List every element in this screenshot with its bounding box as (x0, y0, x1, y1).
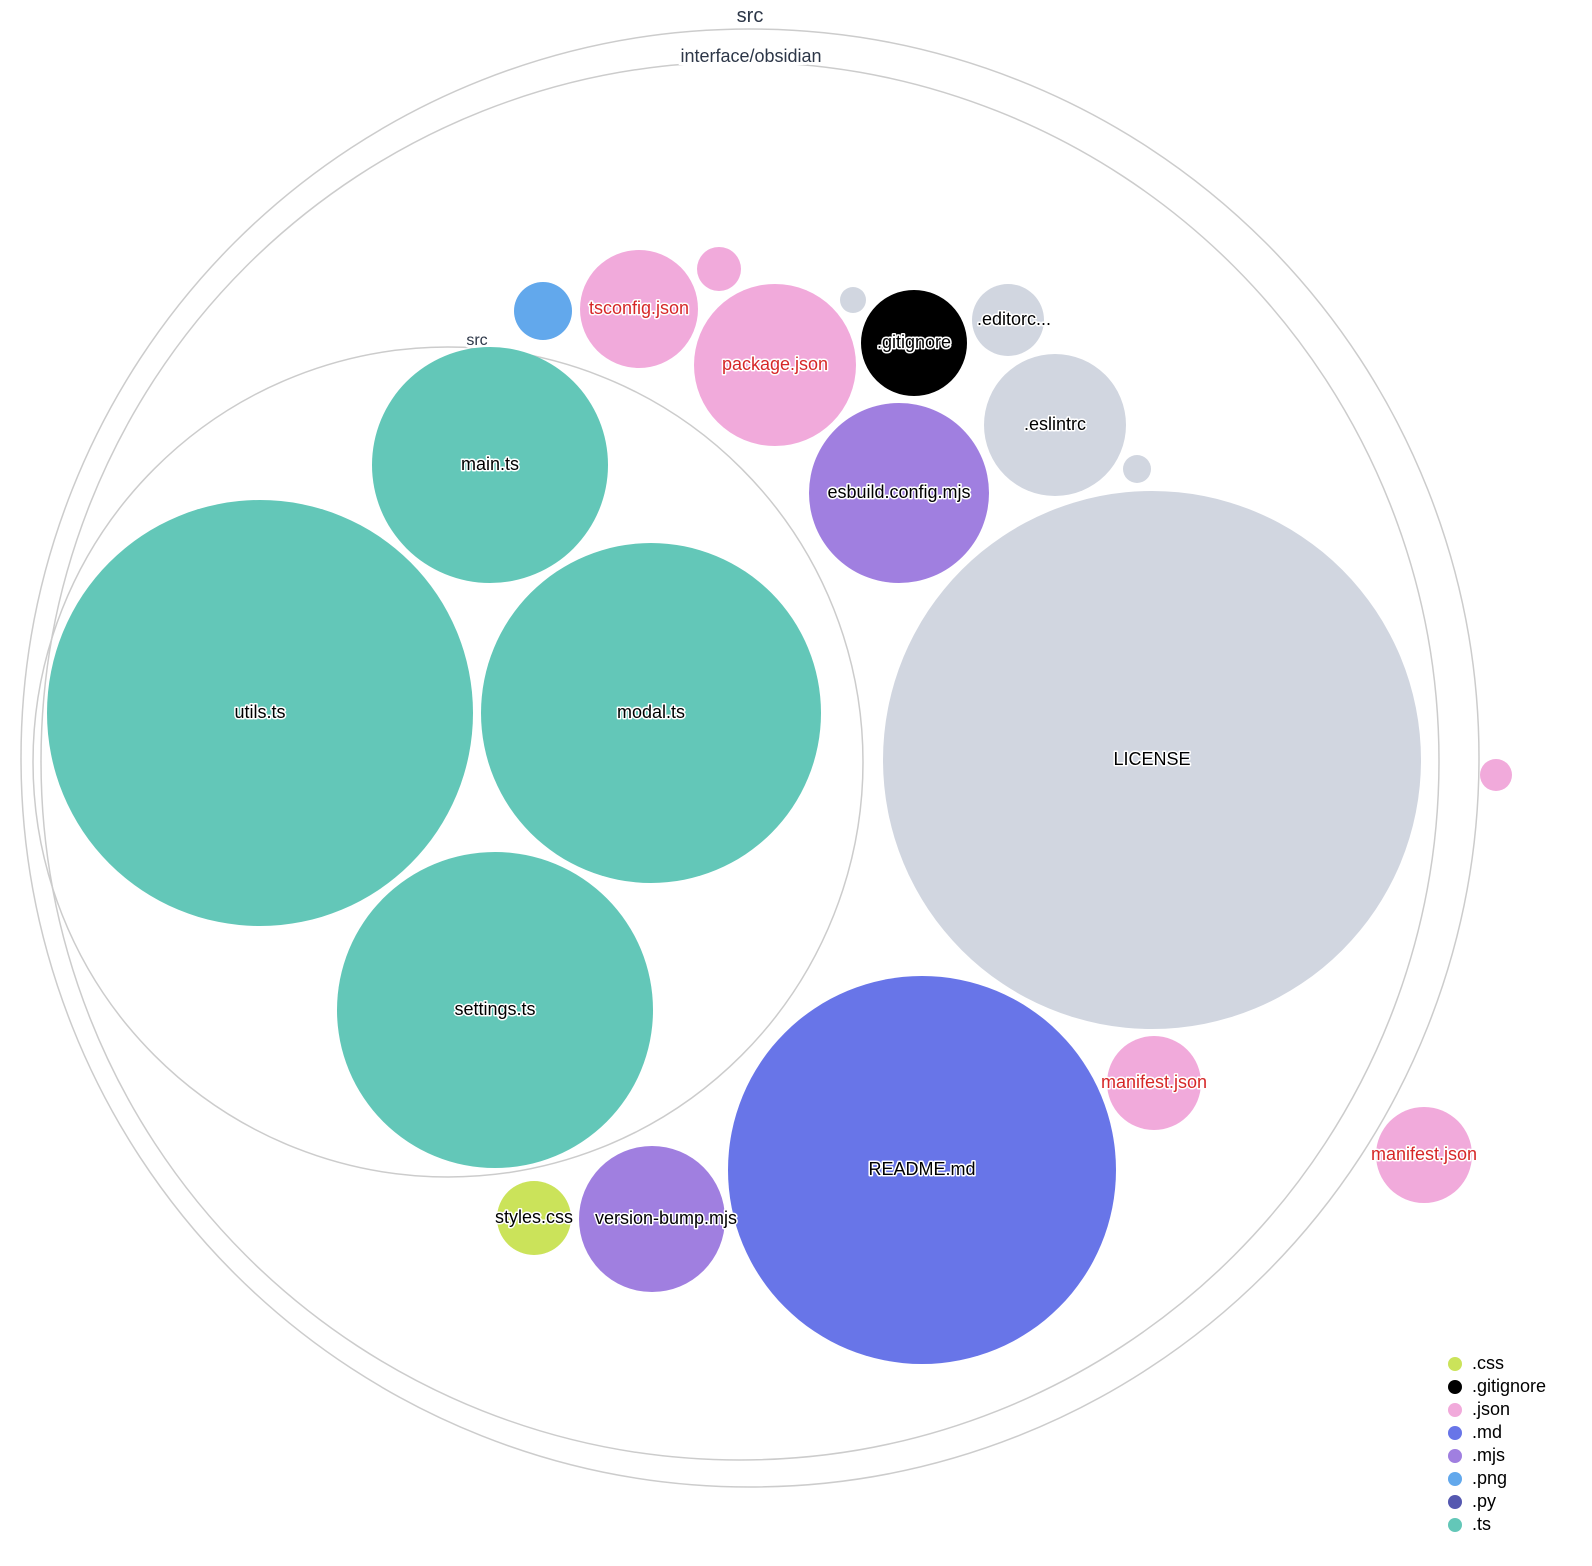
file-circle[interactable] (728, 976, 1116, 1364)
file-label: modal.ts (617, 702, 685, 722)
file-label: tsconfig.json (589, 298, 689, 318)
file-label: settings.ts (454, 999, 535, 1019)
legend-label: .json (1472, 1399, 1511, 1419)
file-label: .gitignore (877, 332, 951, 352)
legend-item: .css (1448, 1352, 1546, 1375)
file-label: version-bump.mjs (595, 1208, 737, 1228)
file-circle[interactable] (372, 347, 608, 583)
file-label: utils.ts (234, 702, 285, 722)
file-circle[interactable] (809, 403, 989, 583)
file-circle[interactable] (972, 284, 1044, 356)
file-circle[interactable] (514, 282, 572, 340)
legend-swatch (1448, 1471, 1462, 1486)
legend-label: .ts (1472, 1514, 1492, 1534)
file-circle[interactable] (694, 284, 856, 446)
file-circle[interactable] (861, 290, 967, 396)
file-label: package.json (722, 354, 828, 374)
file-label: .editorc... (977, 309, 1051, 329)
file-label: styles.css (495, 1207, 573, 1227)
file-circle[interactable] (481, 543, 821, 883)
file-circle[interactable] (579, 1146, 725, 1292)
legend-label: .css (1472, 1353, 1505, 1373)
file-label: LICENSE (1113, 749, 1190, 769)
legend-label: .png (1472, 1468, 1508, 1488)
legend-item: .mjs (1448, 1444, 1546, 1467)
file-circle[interactable] (1376, 1107, 1472, 1203)
file-label: manifest.json (1371, 1144, 1477, 1164)
folder-circle[interactable] (32, 346, 864, 1178)
folder-label: interface/obsidian (680, 46, 821, 66)
file-circle[interactable] (1107, 1036, 1201, 1130)
legend-label: .mjs (1472, 1445, 1505, 1465)
file-circle[interactable] (580, 250, 698, 368)
file-label: README.md (868, 1159, 975, 1179)
file-label: esbuild.config.mjs (827, 482, 970, 502)
folder-circle[interactable] (40, 61, 1440, 1461)
legend: .css .gitignore .json .md .mjs .png .py … (1448, 1352, 1546, 1536)
legend-swatch (1448, 1494, 1462, 1509)
legend-swatch (1448, 1379, 1462, 1394)
legend-swatch (1448, 1448, 1462, 1463)
legend-item: .py (1448, 1490, 1546, 1513)
legend-item: .png (1448, 1467, 1546, 1490)
legend-label: .py (1472, 1491, 1497, 1511)
file-circle[interactable] (497, 1181, 571, 1255)
legend-swatch (1448, 1356, 1462, 1371)
legend-swatch (1448, 1425, 1462, 1440)
legend-item: .gitignore (1448, 1375, 1546, 1398)
folder-label: src (466, 332, 487, 349)
legend-item: .md (1448, 1421, 1546, 1444)
file-circle[interactable] (697, 247, 741, 291)
folder-circle[interactable] (20, 28, 1480, 1488)
file-circle[interactable] (840, 287, 866, 313)
file-label: .eslintrc (1024, 414, 1086, 434)
file-circle[interactable] (883, 491, 1421, 1029)
file-circle[interactable] (47, 500, 473, 926)
file-circle[interactable] (984, 354, 1126, 496)
legend-swatch (1448, 1517, 1462, 1532)
legend-swatch (1448, 1402, 1462, 1417)
legend-item: .json (1448, 1398, 1546, 1421)
file-circle[interactable] (1480, 759, 1512, 791)
file-circle[interactable] (337, 852, 653, 1168)
file-label: manifest.json (1101, 1072, 1207, 1092)
file-circle[interactable] (1123, 455, 1151, 483)
legend-item: .ts (1448, 1513, 1546, 1536)
folder-label: src (737, 5, 764, 27)
file-label: main.ts (461, 454, 519, 474)
legend-label: .gitignore (1472, 1376, 1547, 1396)
legend-label: .md (1472, 1422, 1503, 1442)
